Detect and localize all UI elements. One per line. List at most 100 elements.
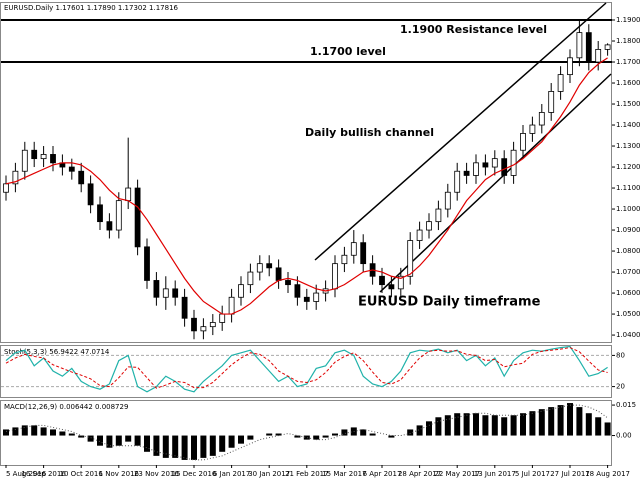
- candle-body: [87, 183, 94, 206]
- candle-body: [191, 317, 197, 332]
- y-tick-label: 1.0400: [616, 331, 640, 339]
- macd-bar: [585, 413, 592, 436]
- candle-body: [275, 267, 282, 281]
- x-tick-label: 22 May 2017: [434, 470, 480, 478]
- candle-body: [12, 170, 19, 185]
- candle-body: [144, 246, 150, 281]
- candle-body: [557, 74, 564, 92]
- candle-body: [416, 229, 423, 241]
- macd-bar: [520, 413, 526, 436]
- candle-body: [40, 154, 47, 160]
- candle-body: [21, 149, 28, 172]
- candle-body: [595, 48, 602, 63]
- x-tick-label: 23 Nov 2016: [134, 470, 179, 478]
- macd-bar: [87, 435, 94, 442]
- macd-bar: [266, 433, 273, 436]
- candle-body: [313, 292, 320, 302]
- channel-upper: [314, 2, 607, 261]
- macd-bar: [68, 433, 75, 436]
- candle-body: [473, 162, 479, 176]
- candle-body: [162, 288, 169, 298]
- candle-body: [303, 296, 310, 302]
- candle-body: [78, 170, 85, 185]
- candle-body: [520, 133, 526, 151]
- macd-bar: [59, 431, 66, 436]
- candle-body: [125, 187, 132, 202]
- stoch-title: Stoch(5,3,3) 56.9422 47.0714: [4, 348, 110, 356]
- macd-bar: [444, 415, 451, 436]
- candle-body: [266, 263, 273, 269]
- macd-bar: [78, 435, 85, 438]
- candle-body: [567, 57, 573, 76]
- candle-body: [350, 242, 357, 256]
- candle-body: [576, 32, 583, 59]
- macd-bar: [172, 435, 179, 458]
- macd-bar: [360, 429, 367, 436]
- y-tick-label: 1.0800: [616, 247, 640, 255]
- y-tick-label: 1.1200: [616, 163, 640, 171]
- macd-bar: [388, 435, 395, 438]
- macd-bar: [416, 425, 423, 436]
- annotation: 1.1900 Resistance level: [400, 23, 547, 36]
- y-tick-label: 1.1100: [616, 184, 640, 192]
- y-tick-label: 1.1700: [616, 58, 640, 66]
- candle-body: [200, 326, 207, 332]
- candle-body: [548, 91, 555, 113]
- candle-body: [379, 275, 385, 286]
- series-line: [5, 345, 608, 393]
- macd-bar: [501, 417, 508, 436]
- macd-bar: [557, 405, 564, 436]
- y-tick-label: 1.1000: [616, 205, 640, 213]
- y-tick-label: 1.0600: [616, 289, 640, 297]
- macd-bar: [12, 427, 19, 436]
- x-tick-label: 18 Aug 2017: [585, 470, 630, 478]
- macd-bar: [238, 435, 244, 444]
- candle-body: [491, 158, 498, 168]
- macd-bar: [435, 417, 442, 436]
- candle-body: [397, 275, 404, 290]
- macd-bar: [294, 435, 301, 438]
- candle-body: [585, 32, 592, 63]
- x-tick-label: 28 Apr 2017: [398, 470, 441, 478]
- x-tick-label: 5 Aug 2016: [6, 470, 47, 478]
- macd-bar: [369, 433, 376, 436]
- macd-bar: [97, 435, 103, 446]
- series-line: [5, 57, 608, 315]
- candle-body: [3, 183, 9, 193]
- candle-body: [444, 191, 451, 210]
- candle-body: [238, 284, 244, 298]
- macd-bar: [247, 435, 254, 440]
- y-tick-label: 1.0700: [616, 268, 640, 276]
- y-tick-label: 0.00: [616, 432, 632, 440]
- x-tick-label: 1 Nov 2016: [99, 470, 140, 478]
- y-tick-label: 1.1600: [616, 79, 640, 87]
- macd-bar: [50, 429, 56, 436]
- x-tick-label: 5 Jul 2017: [515, 470, 550, 478]
- macd-bar: [106, 435, 113, 448]
- y-tick-label: 1.1300: [616, 142, 640, 150]
- candle-body: [153, 280, 160, 298]
- candle-body: [501, 158, 508, 176]
- macd-bar: [407, 429, 414, 436]
- y-tick-label: 20: [616, 383, 625, 391]
- x-tick-label: 10 Oct 2016: [60, 470, 104, 478]
- macd-bar: [134, 435, 141, 446]
- candle-body: [426, 221, 432, 231]
- macd-bar: [31, 425, 38, 436]
- macd-bar: [3, 429, 9, 436]
- macd-bar: [200, 435, 207, 458]
- candle-body: [181, 296, 188, 319]
- x-tick-label: 6 Jan 2017: [213, 470, 251, 478]
- macd-bar: [482, 415, 489, 436]
- y-tick-label: 1.0900: [616, 226, 640, 234]
- macd-bar: [313, 435, 320, 440]
- main-panel: [0, 2, 612, 343]
- macd-bar: [332, 433, 338, 436]
- y-tick-label: 1.0500: [616, 310, 640, 318]
- candle-body: [538, 112, 545, 126]
- y-tick-label: 1.1900: [616, 16, 640, 24]
- x-tick-label: 30 Jan 2017: [248, 470, 290, 478]
- candle-body: [482, 162, 489, 168]
- macd-bar: [567, 403, 573, 436]
